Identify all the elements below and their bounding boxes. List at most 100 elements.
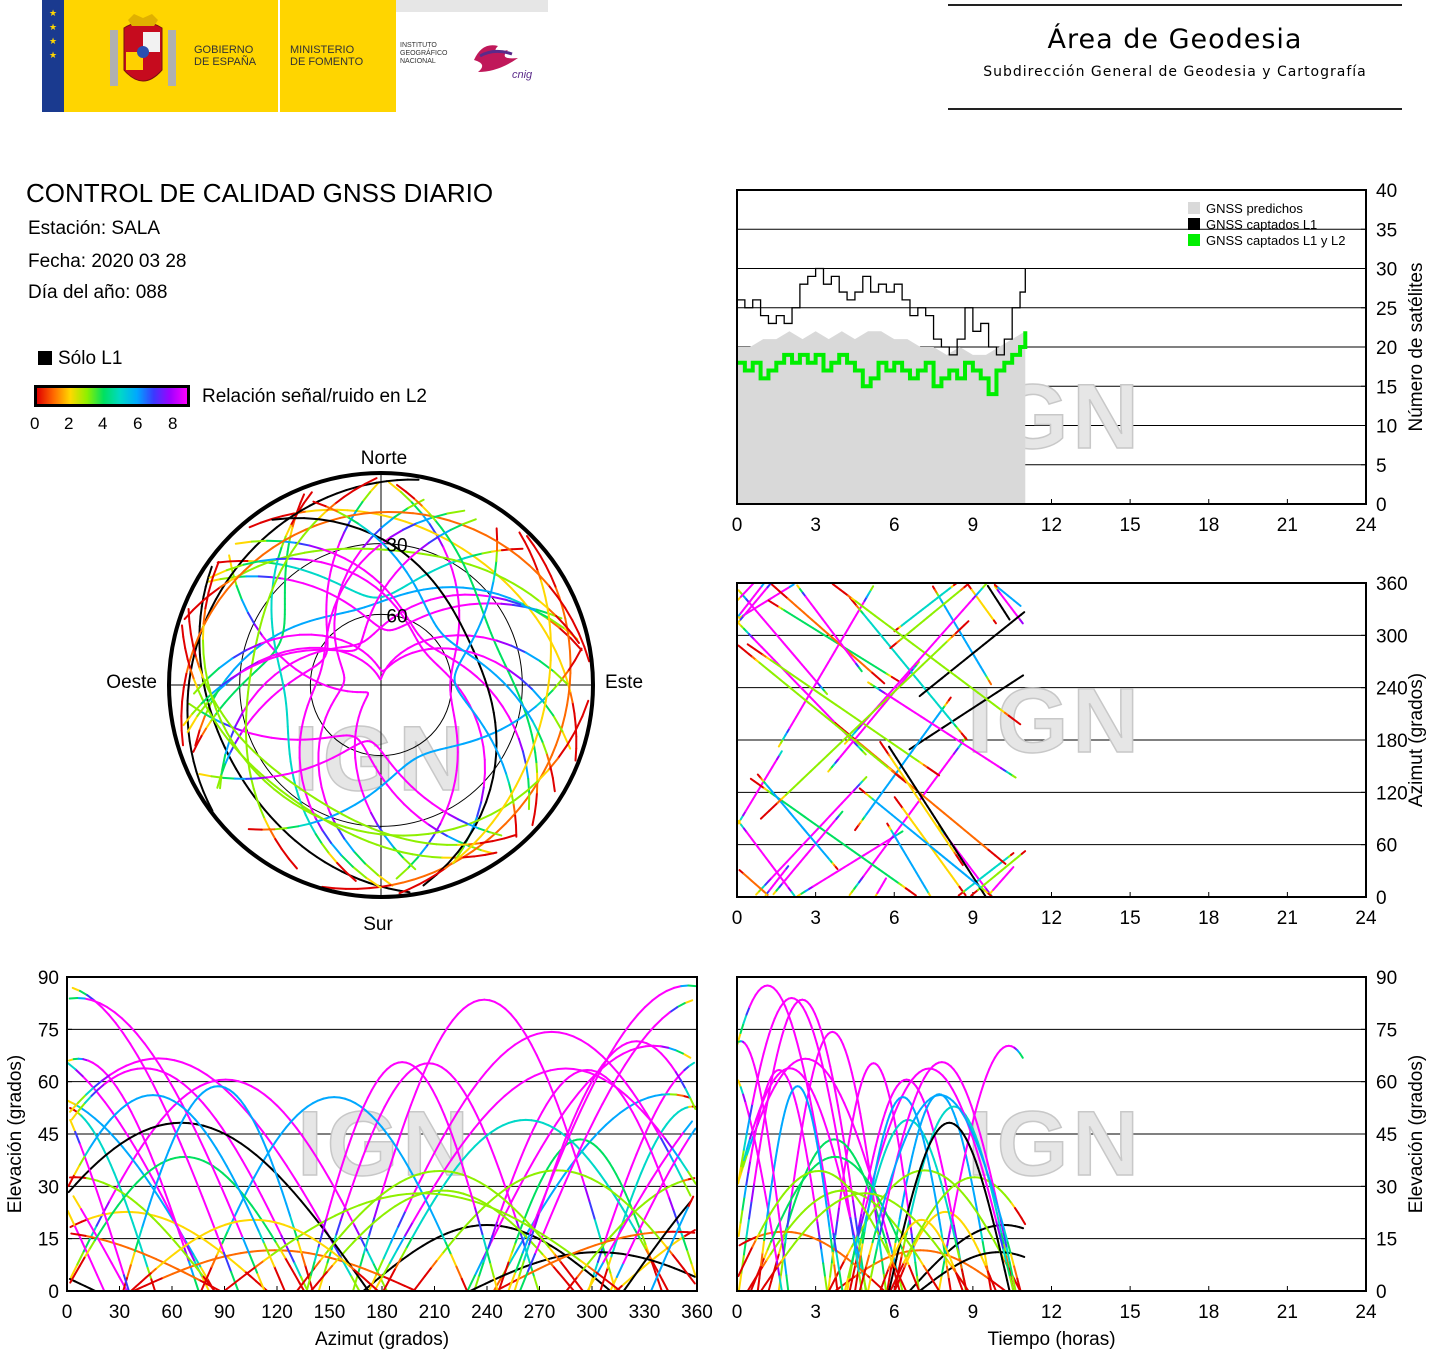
elev-az-trace (558, 1130, 567, 1138)
sky-trace (306, 558, 323, 564)
elev-az-trace (524, 1247, 531, 1264)
sky-trace (346, 516, 359, 525)
elev-az-trace (163, 1191, 171, 1207)
elev-az-trace (135, 1130, 145, 1136)
elev-az-trace (642, 1177, 653, 1193)
elev-az-trace (97, 1082, 106, 1091)
sky-trace (566, 659, 577, 673)
elev-az-trace (681, 1235, 688, 1251)
elev-az-trace (141, 1214, 147, 1229)
sky-trace (190, 750, 195, 763)
elev-az-trace (637, 1045, 647, 1049)
elev-az-trace (226, 1199, 236, 1220)
elev-az-trace (163, 1199, 173, 1217)
sky-trace (440, 827, 455, 833)
elev-az-trace (588, 1199, 596, 1220)
sky-trace (548, 667, 552, 679)
x-tick-label: 0 (732, 1302, 743, 1323)
sky-trace (504, 598, 522, 606)
elev-az-trace (503, 1088, 514, 1098)
elev-az-trace (393, 1257, 402, 1271)
sky-trace (418, 565, 428, 575)
sky-trace (459, 688, 467, 699)
sky-trace (432, 580, 440, 590)
elev-az-trace (527, 1128, 535, 1141)
series-line (737, 331, 1028, 397)
elev-az-trace (545, 1096, 553, 1106)
sky-trace (445, 834, 459, 843)
elev-az-trace (196, 1268, 205, 1278)
sky-trace (361, 794, 371, 802)
sky-trace (396, 478, 409, 482)
azimuth-trace (987, 892, 993, 898)
elev-az-trace (247, 1147, 258, 1156)
elev-az-trace (266, 1149, 273, 1162)
elev-az-trace (96, 1065, 104, 1072)
sky-trace (482, 772, 486, 789)
elev-az-trace (225, 1165, 234, 1177)
elev-az-trace (496, 1192, 504, 1200)
elev-az-trace (682, 1179, 692, 1197)
sky-trace (329, 579, 338, 585)
elev-az-trace (488, 1102, 498, 1113)
elev-az-trace (147, 1127, 156, 1138)
elev-az-trace (426, 1151, 436, 1168)
elev-az-trace (570, 1140, 579, 1148)
sky-trace (291, 657, 302, 664)
sky-trace (181, 686, 185, 703)
elev-az-trace (121, 1192, 129, 1201)
sky-trace (258, 654, 274, 663)
elev-az-trace (321, 1165, 330, 1179)
sky-trace (359, 552, 371, 564)
sky-trace (425, 834, 435, 848)
sky-trace (412, 874, 426, 881)
sky-trace (271, 626, 275, 637)
elev-az-trace (202, 1124, 213, 1130)
sky-trace (444, 672, 452, 680)
sky-trace (411, 649, 421, 654)
sky-trace (298, 736, 302, 749)
sky-trace (557, 744, 569, 760)
sky-trace (495, 573, 506, 580)
elev-az-trace (87, 1111, 97, 1120)
sky-trace (354, 756, 358, 770)
sky-trace (389, 550, 398, 560)
elev-az-trace (626, 1204, 637, 1221)
sky-horizon (167, 471, 595, 899)
coat-of-arms-icon (110, 14, 176, 86)
x-tick-label: 21 (1277, 908, 1298, 929)
elev-az-trace (352, 1268, 363, 1282)
sky-trace (455, 549, 462, 559)
sky-trace (414, 639, 426, 646)
sky-trace (466, 636, 472, 645)
sky-trace (201, 622, 205, 640)
y-tick-label: 45 (38, 1125, 59, 1146)
sky-trace (261, 608, 267, 619)
sky-trace (395, 600, 402, 609)
sky-trace (255, 769, 264, 777)
sky-trace (219, 576, 235, 581)
sky-trace (319, 724, 325, 735)
sky-trace (247, 828, 263, 831)
elev-az-trace (429, 1259, 438, 1270)
sky-trace (261, 532, 271, 541)
sky-trace (294, 786, 300, 798)
elev-az-trace (495, 1095, 506, 1105)
elev-az-trace (84, 1094, 93, 1104)
elev-az-trace (109, 1163, 116, 1175)
sky-trace (549, 575, 557, 588)
x-tick-label: 300 (576, 1302, 608, 1323)
elev-az-trace (597, 1123, 607, 1133)
elev-az-trace (636, 1119, 643, 1131)
elev-az-trace (594, 1049, 604, 1058)
elev-az-trace (551, 1265, 560, 1274)
elev-az-trace (354, 1102, 362, 1108)
sky-trace (257, 561, 269, 568)
sky-trace (293, 622, 304, 628)
sky-trace (334, 638, 338, 649)
sky-trace (532, 559, 539, 571)
x-tick-label: 21 (1277, 515, 1298, 536)
sky-trace (546, 605, 550, 617)
sky-trace (518, 798, 527, 810)
sky-trace (568, 639, 572, 653)
